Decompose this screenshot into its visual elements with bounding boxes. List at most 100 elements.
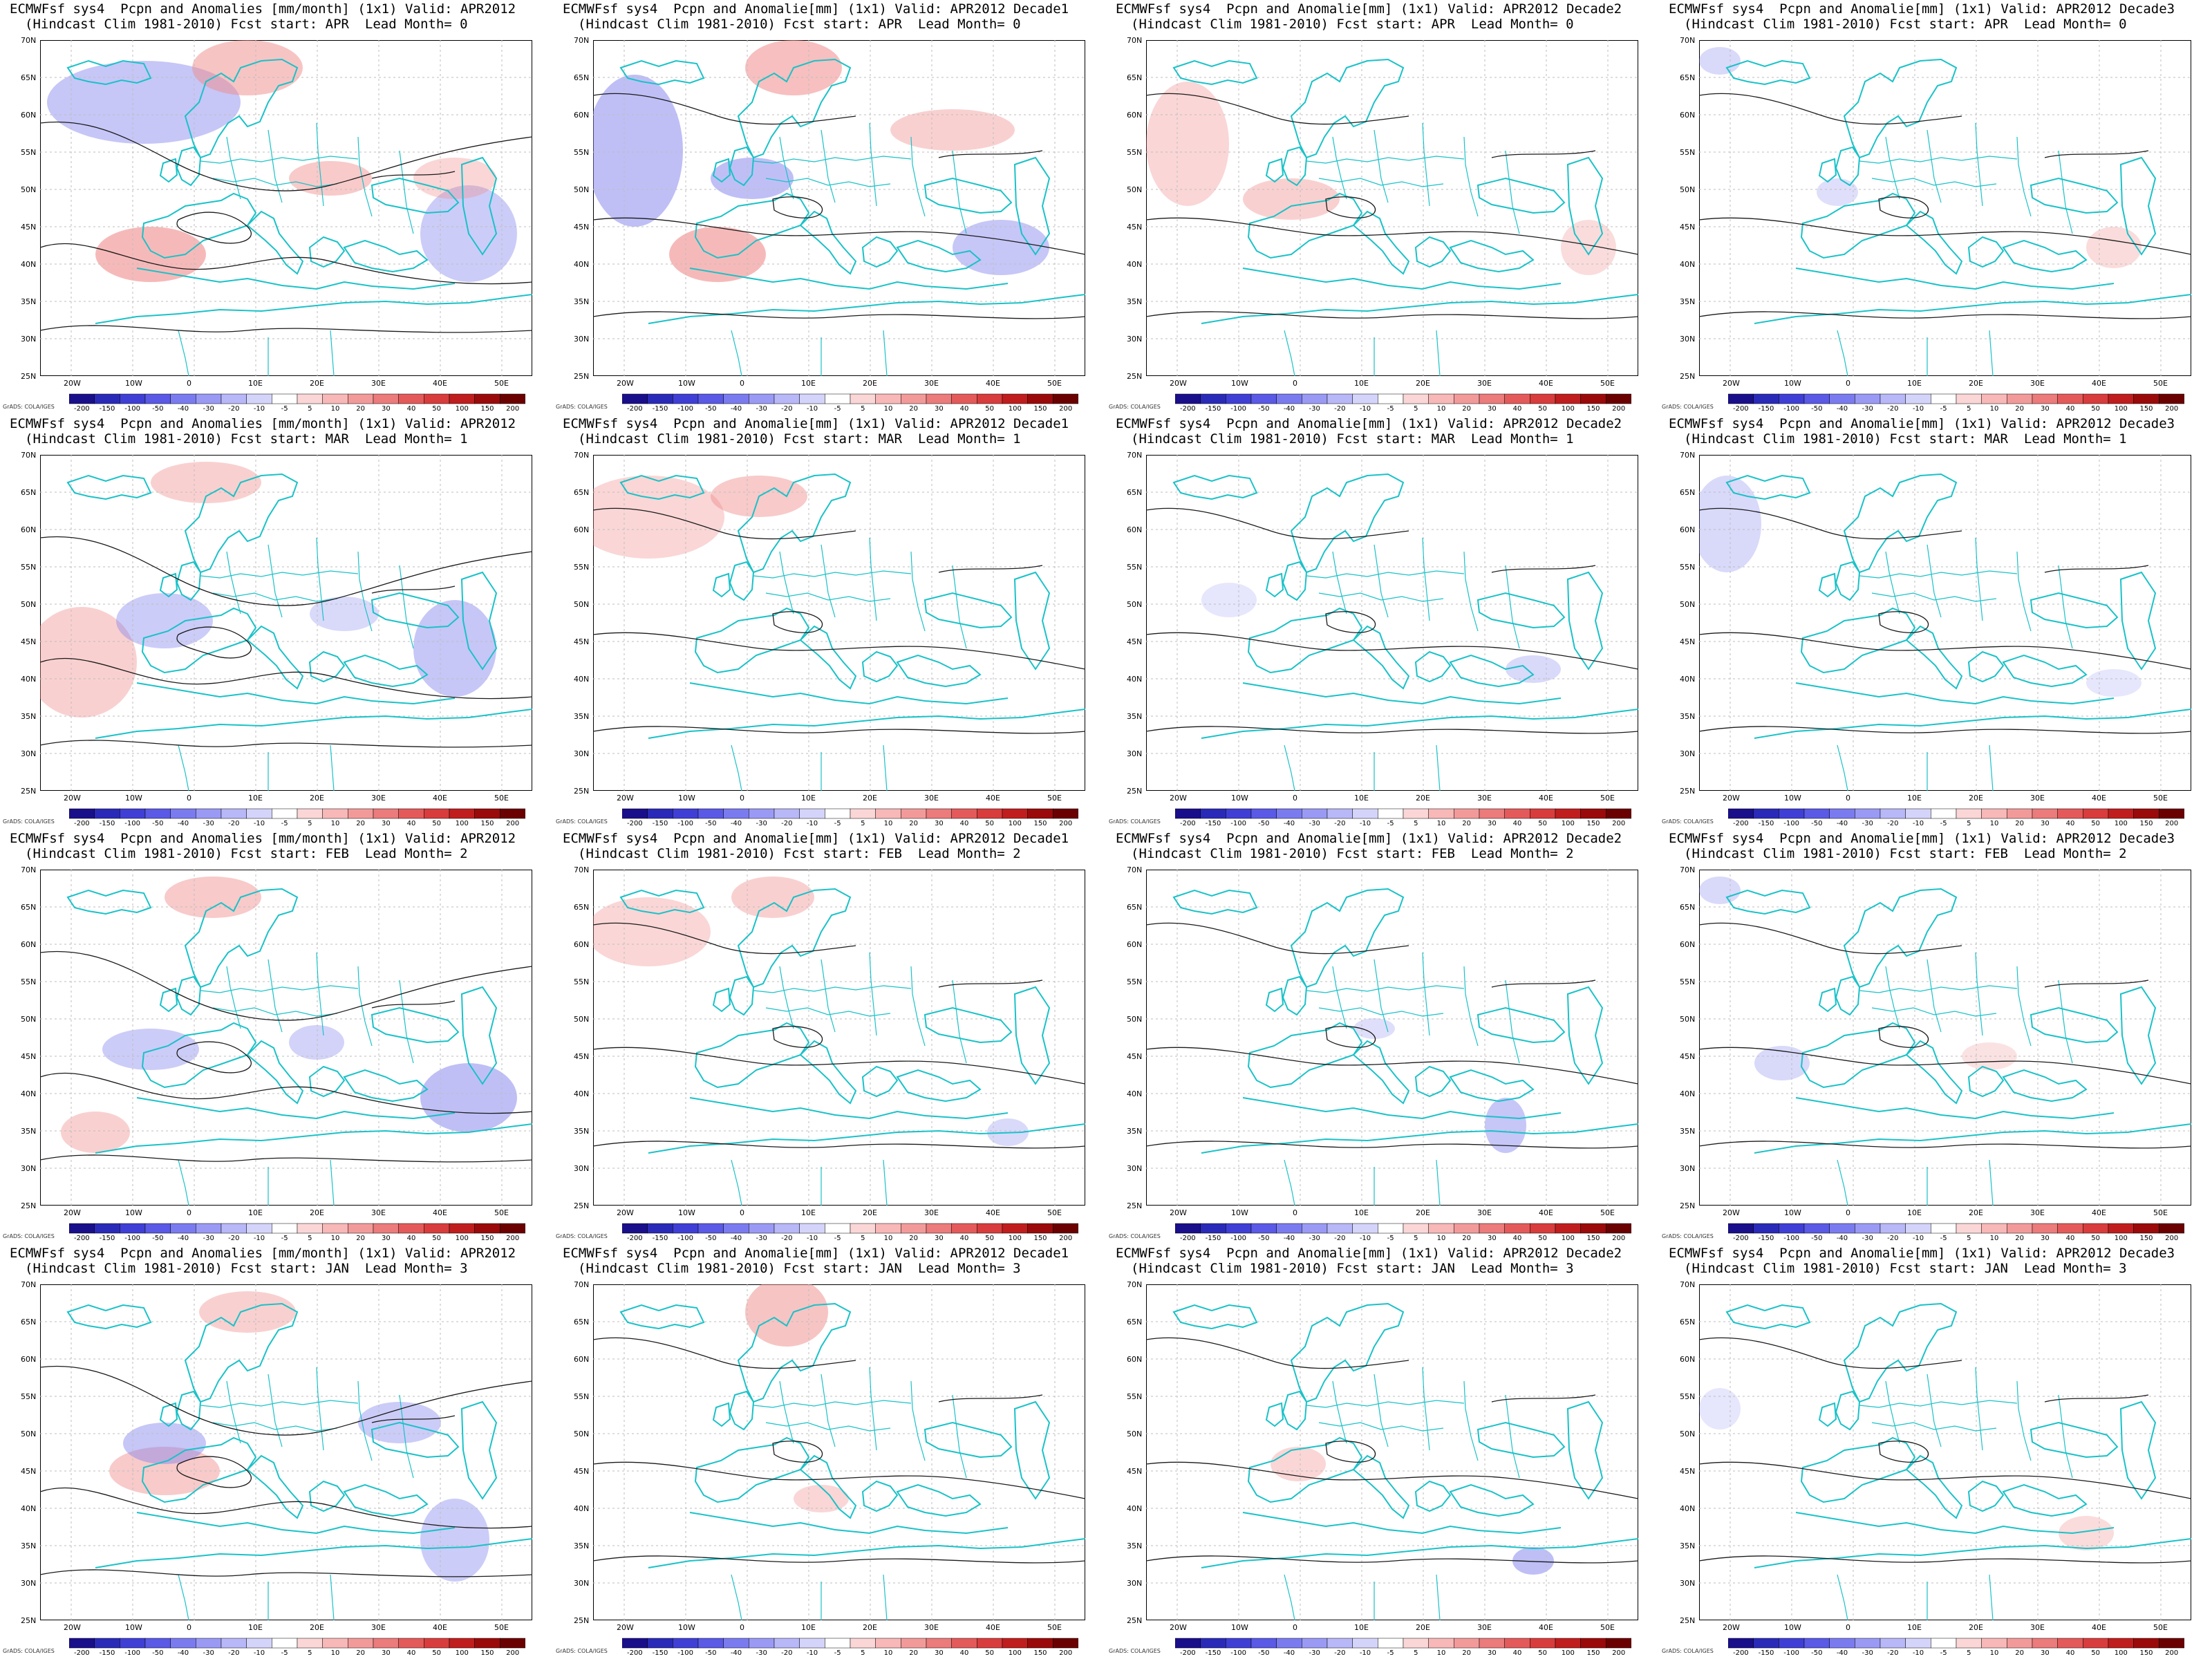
longitude-label: 10W — [125, 794, 142, 803]
longitude-label: 20W — [1170, 1623, 1187, 1632]
colorbar-swatch — [221, 1638, 247, 1649]
colorbar-swatch — [622, 808, 648, 819]
country-border — [1885, 551, 1900, 615]
coastline — [176, 975, 202, 1016]
longitude-label: 20W — [64, 1623, 81, 1632]
colorbar-swatch — [723, 1223, 749, 1234]
precipitation-anomaly-map — [1146, 870, 1638, 1206]
colorbar-swatch — [1530, 1223, 1556, 1234]
precipitation-contour — [40, 950, 532, 1021]
coastline — [95, 1123, 532, 1154]
colorbar-swatch — [1378, 1223, 1404, 1234]
latitude-label: 45N — [1680, 637, 1696, 646]
colorbar-swatch — [1479, 1638, 1505, 1649]
colorbar-label: -30 — [1309, 820, 1320, 827]
country-border — [1463, 136, 1479, 217]
colorbar-swatch — [449, 1223, 475, 1234]
latitude-label: 65N — [1680, 73, 1696, 82]
coastline — [1725, 59, 1811, 86]
colorbar-swatch — [94, 808, 120, 819]
colorbar-swatch — [647, 808, 673, 819]
colorbar-swatch — [1981, 1638, 2007, 1649]
colorbar-label: 20 — [356, 1235, 366, 1242]
longitude-label: 40E — [433, 1208, 447, 1217]
longitude-label: 20E — [863, 379, 877, 388]
coastline — [2002, 1483, 2088, 1517]
precipitation-contour — [1699, 632, 2191, 670]
country-border — [316, 122, 324, 207]
colorbar-swatch — [1803, 1223, 1830, 1234]
coastline — [1352, 625, 1410, 690]
map-canvas — [40, 1284, 532, 1620]
country-border — [316, 952, 324, 1036]
colorbar-label: 100 — [1561, 405, 1575, 413]
colorbar-swatch — [1580, 808, 1606, 819]
precipitation-contour — [1146, 1141, 1638, 1149]
coastline — [246, 1454, 304, 1519]
country-border — [2058, 1394, 2073, 1479]
colorbar-label: 40 — [959, 1649, 969, 1657]
colorbar — [622, 808, 1078, 819]
positive-anomaly-area — [2086, 227, 2141, 268]
colorbar-label: -40 — [730, 1235, 742, 1242]
colorbar-label: 150 — [480, 405, 494, 413]
precipitation-contour — [40, 1365, 532, 1436]
colorbar-label: -10 — [1359, 1235, 1371, 1242]
colorbar-label: -200 — [626, 1235, 643, 1242]
longitude-label: 20E — [310, 1208, 324, 1217]
colorbar-swatch — [1479, 393, 1505, 404]
grads-credit: GrADS: COLA/IGES — [556, 818, 608, 825]
positive-anomaly-area — [593, 897, 711, 966]
colorbar-label: 50 — [985, 820, 995, 827]
colorbar-label: -200 — [1179, 405, 1196, 413]
country-border — [1463, 966, 1479, 1047]
precipitation-contour — [1878, 611, 1929, 633]
panel-title: ECMWFsf sys4 Pcpn and Anomalie[mm] (1x1)… — [1116, 831, 1655, 861]
colorbar-swatch — [825, 1638, 851, 1649]
coastline — [1835, 146, 1861, 187]
colorbar-swatch — [500, 1638, 525, 1649]
precipitation-anomaly-map — [1699, 870, 2191, 1206]
grads-credit: GrADS: COLA/IGES — [1109, 1233, 1161, 1239]
colorbar-swatch — [474, 393, 500, 404]
country-border — [910, 966, 926, 1047]
colorbar-label: -200 — [1732, 820, 1749, 827]
longitude-label: 0 — [1293, 1623, 1297, 1632]
colorbar-label: -40 — [1283, 1649, 1295, 1657]
longitude-label: 0 — [740, 1208, 744, 1217]
latitude-label: 55N — [1680, 563, 1696, 572]
latitude-label: 60N — [1127, 1355, 1143, 1364]
forecast-panel: ECMWFsf sys4 Pcpn and Anomalie[mm] (1x1)… — [1659, 415, 2212, 830]
coastline — [1725, 474, 1811, 500]
coastline — [2119, 571, 2157, 671]
colorbar-swatch — [1378, 1638, 1404, 1649]
longitude-label: 50E — [494, 379, 509, 388]
panel-title-line2: (Hindcast Clim 1981-2010) Fcst start: AP… — [1684, 17, 2127, 32]
panel-title-line2: (Hindcast Clim 1981-2010) Fcst start: FE… — [1131, 846, 1574, 861]
colorbar-label: -20 — [1334, 1235, 1346, 1242]
colorbar-swatch — [951, 1638, 977, 1649]
colorbar-swatch — [1829, 1638, 1855, 1649]
colorbar-label: -50 — [1811, 1235, 1823, 1242]
colorbar-swatch — [1504, 808, 1530, 819]
positive-anomaly-area — [95, 227, 206, 282]
latitude-label: 50N — [1127, 1015, 1143, 1024]
latitude-label: 50N — [574, 1430, 590, 1438]
forecast-panel: ECMWFsf sys4 Pcpn and Anomalie[mm] (1x1)… — [553, 415, 1106, 830]
longitude-label: 20E — [310, 794, 324, 803]
colorbar-label: -10 — [253, 405, 265, 413]
colorbar-swatch — [749, 808, 775, 819]
colorbar-label: -10 — [1912, 1235, 1924, 1242]
colorbar-swatch — [322, 393, 348, 404]
longitude-label: 10W — [678, 1623, 695, 1632]
colorbar-label: -100 — [677, 1235, 694, 1242]
longitude-label: 20W — [1723, 379, 1740, 388]
coastline — [689, 268, 1009, 290]
colorbar-swatch — [1504, 393, 1530, 404]
country-border — [178, 744, 189, 791]
country-border — [316, 537, 324, 621]
map-frame — [40, 40, 532, 376]
positive-anomaly-area — [1561, 220, 1616, 275]
precipitation-contour — [1325, 611, 1376, 633]
colorbar-label: -5 — [834, 820, 841, 827]
